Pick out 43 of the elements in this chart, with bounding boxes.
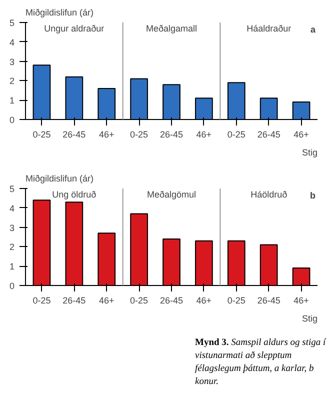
- x-tick-label: 0-25: [130, 130, 148, 140]
- y-tick-label: 1: [9, 262, 15, 272]
- annotation: Meðalgömul: [146, 190, 196, 200]
- annotation: Meðalgamall: [146, 24, 198, 34]
- y-tick-label: 4: [9, 203, 15, 214]
- y-tick-label: 5: [9, 18, 15, 28]
- x-tick-label: 0-25: [130, 296, 148, 306]
- x-tick-label: 26-45: [257, 130, 280, 140]
- annotation: Ung öldruð: [52, 190, 96, 200]
- x-tick-label: 26-45: [62, 296, 86, 306]
- annotation: b: [310, 190, 316, 200]
- annotation: Háöldruð: [250, 190, 288, 200]
- x-tick-label: 0-25: [227, 130, 246, 140]
- x-tick-label: 46+: [196, 130, 212, 140]
- x-tick-label: 26-45: [160, 130, 184, 140]
- x-tick-label: 0-25: [227, 296, 246, 306]
- annotation: Ungur aldraður: [44, 24, 104, 34]
- y-tick-label: 4: [9, 37, 15, 48]
- y-axis-title: Miðgildislifun (ár): [26, 8, 94, 18]
- y-tick-label: 0: [9, 115, 15, 125]
- x-axis-title: Stig: [302, 148, 318, 158]
- y-tick-label: 5: [9, 184, 15, 194]
- x-axis-title: Stig: [302, 314, 318, 324]
- text: Mynd 3. Samspil aldurs og stiga í vistunarmati að slepptum félagslegum þáttum, a karlar, b konur.: [195, 338, 326, 387]
- y-tick-label: 0: [9, 281, 15, 291]
- y-tick-label: 2: [9, 242, 15, 252]
- x-tick-label: 46+: [294, 296, 309, 306]
- x-tick-label: 46+: [196, 296, 212, 306]
- y-axis-title: Miðgildislifun (ár): [26, 174, 94, 184]
- annotation: a: [310, 24, 316, 34]
- annotation: Háaldraður: [246, 24, 292, 34]
- y-tick-label: 1: [9, 96, 15, 106]
- x-tick-label: 46+: [294, 130, 309, 140]
- x-tick-label: 0-25: [32, 130, 51, 140]
- x-tick-label: 0-25: [32, 296, 51, 306]
- y-tick-label: 3: [9, 222, 15, 233]
- y-tick-label: 3: [9, 56, 15, 67]
- x-tick-label: 26-45: [62, 130, 86, 140]
- x-tick-label: 26-45: [160, 296, 184, 306]
- x-tick-label: 26-45: [257, 296, 280, 306]
- x-tick-label: 46+: [98, 296, 114, 306]
- x-tick-label: 46+: [98, 130, 114, 140]
- y-tick-label: 2: [9, 76, 15, 86]
